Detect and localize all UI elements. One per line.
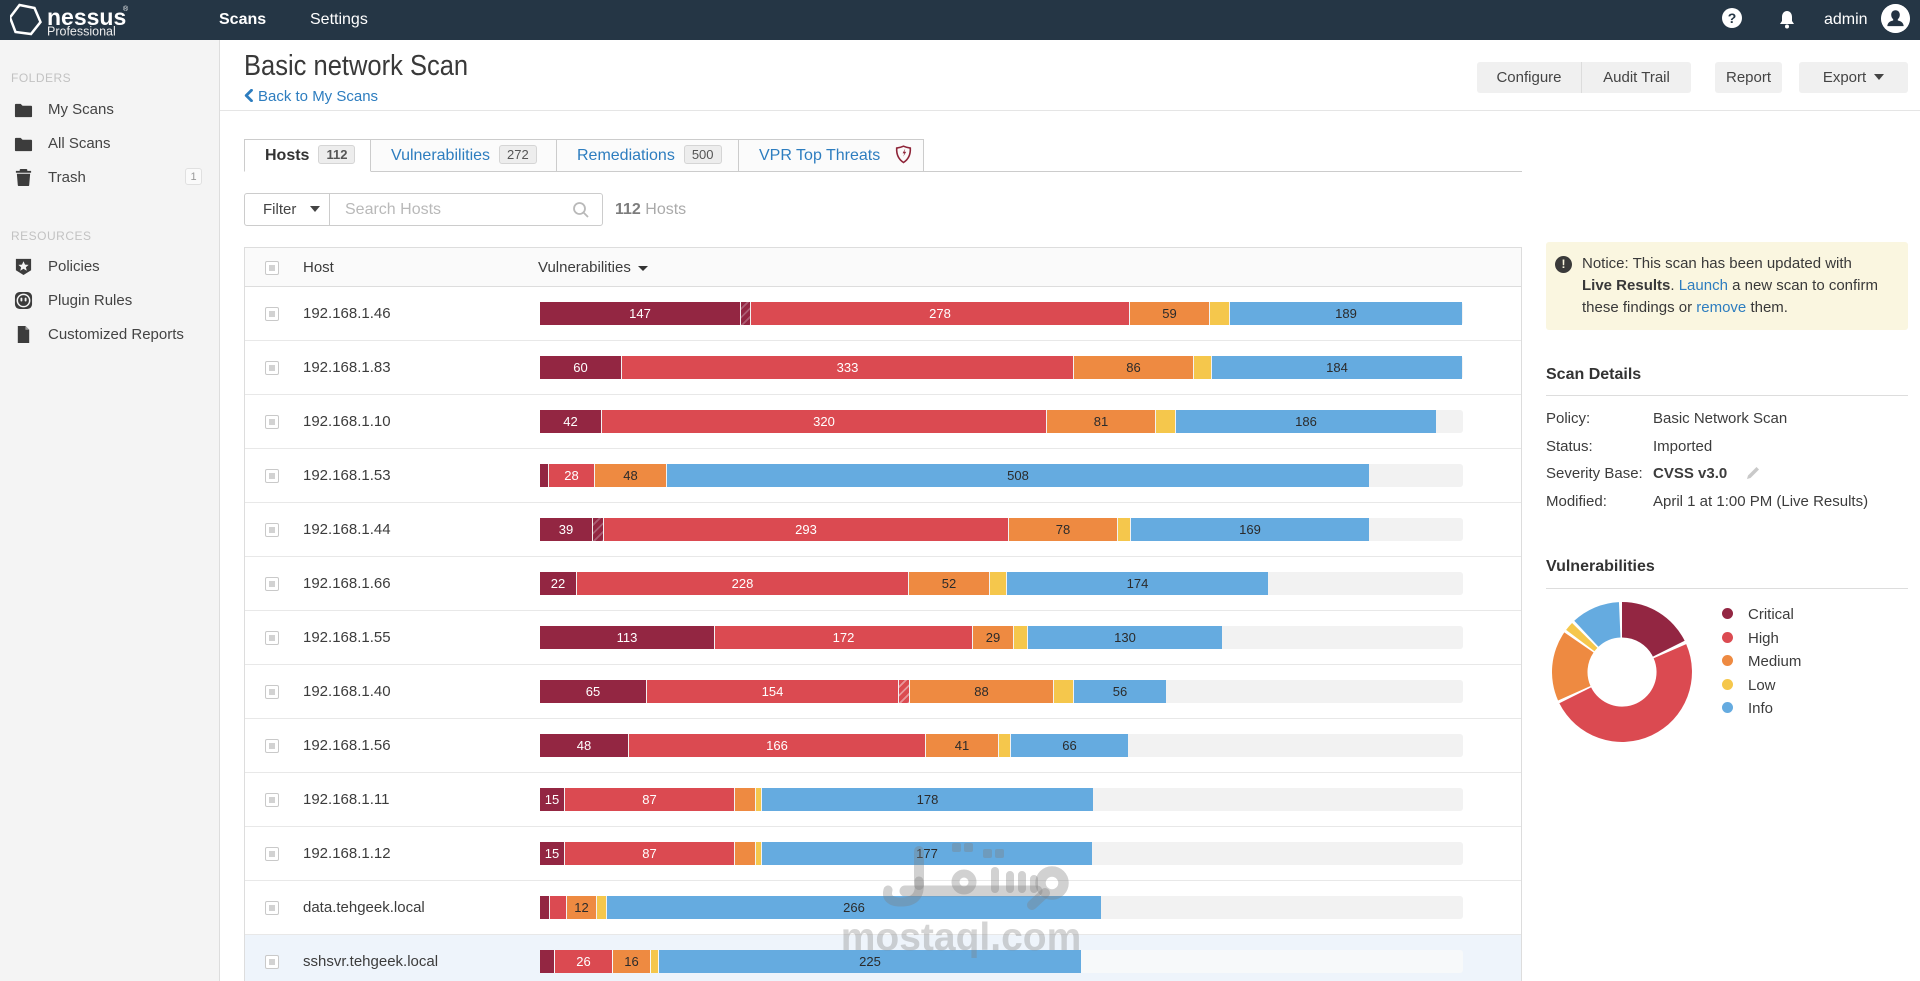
svg-text:nessus: nessus	[47, 4, 126, 30]
svg-text:Professional: Professional	[47, 25, 116, 39]
svg-text:®: ®	[123, 5, 129, 13]
